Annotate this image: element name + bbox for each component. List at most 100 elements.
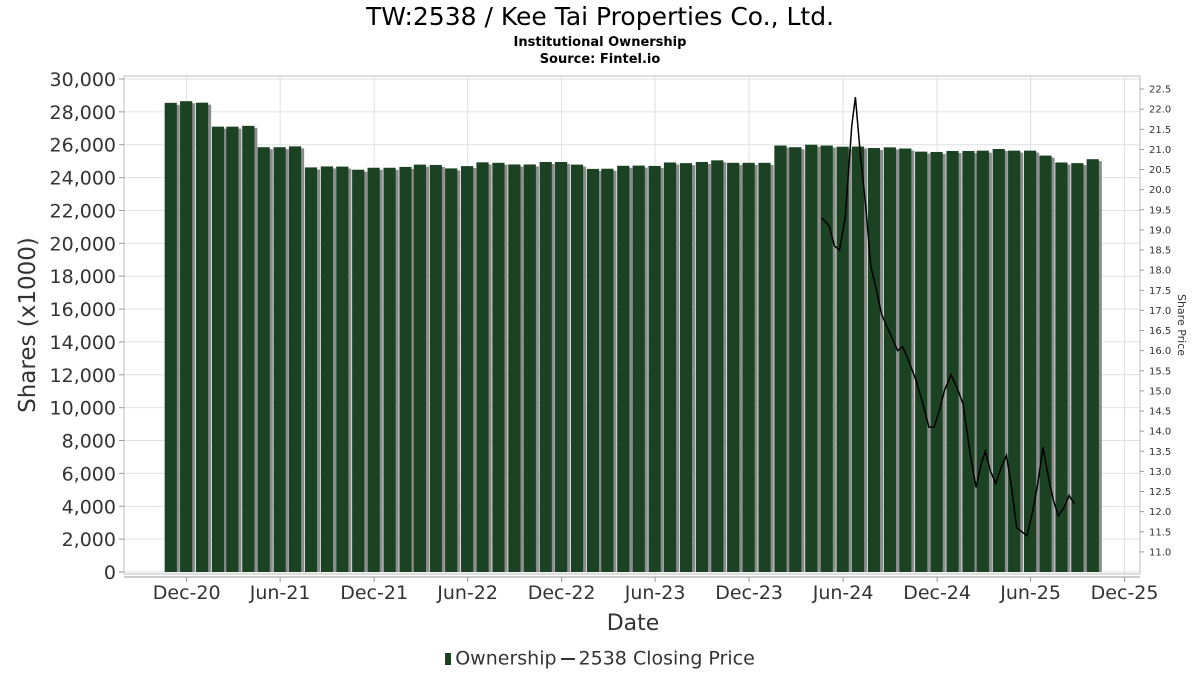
y2-axis-ticks: 11.0 11.5 12.0 12.5 13.0 13.5 14.0 14.5 15.0 15.5… xyxy=(1140,85,1171,558)
ownership-bar xyxy=(1023,150,1037,572)
x-tick-label: Dec-21 xyxy=(340,582,408,604)
ownership-bar xyxy=(992,149,1005,573)
y2-tick-label: 16.5 xyxy=(1149,326,1171,337)
ownership-bar xyxy=(257,147,270,572)
ownership-bar xyxy=(164,102,177,572)
x-tick-label: Jun-22 xyxy=(436,582,498,604)
ownership-bar xyxy=(946,150,959,572)
y2-tick-label: 15.5 xyxy=(1149,366,1171,377)
ownership-bar xyxy=(508,164,521,572)
ownership-bar xyxy=(820,145,833,572)
y-axis-ticks: 0 2,000 4,000 6,000 8,000 10,000 12,000 14,000 1… xyxy=(50,69,124,584)
ownership-bar xyxy=(492,162,505,572)
chart-area: 0 2,000 4,000 6,000 8,000 10,000 12,000 14,000 1… xyxy=(15,69,1188,636)
y-tick-label: 22,000 xyxy=(50,200,116,222)
ownership-bar xyxy=(195,102,209,572)
y2-tick-label: 20.5 xyxy=(1149,165,1171,176)
ownership-bar xyxy=(1071,163,1084,572)
y2-tick-label: 13.5 xyxy=(1149,447,1171,458)
legend-price-label: 2538 Closing Price xyxy=(578,647,755,670)
ownership-bar xyxy=(288,146,302,573)
ownership-bar xyxy=(805,144,818,572)
ownership-bar xyxy=(476,162,489,572)
plot-frame xyxy=(123,75,1141,575)
ownership-bar xyxy=(273,147,286,572)
chart-subtitle: Institutional Ownership xyxy=(513,35,687,50)
price-line xyxy=(820,97,1075,538)
ownership-bar xyxy=(1055,162,1068,573)
y-tick-label: 26,000 xyxy=(50,135,116,157)
y-tick-label: 30,000 xyxy=(50,69,116,91)
y2-tick-label: 11.0 xyxy=(1149,547,1171,558)
y2-tick-label: 13.0 xyxy=(1149,467,1171,478)
ownership-bar xyxy=(789,147,802,572)
chart-title: TW:2538 / Kee Tai Properties Co., Ltd. xyxy=(365,2,835,31)
ownership-bar xyxy=(523,164,536,572)
y2-tick-label: 17.5 xyxy=(1149,286,1171,297)
ownership-bar xyxy=(336,166,349,572)
y2-tick-label: 11.5 xyxy=(1149,527,1171,538)
chart-source: Source: Fintel.io xyxy=(539,52,661,67)
y2-tick-label: 19.0 xyxy=(1149,225,1171,236)
x-tick-label: Jun-21 xyxy=(249,582,311,604)
y2-tick-label: 20.0 xyxy=(1149,185,1171,196)
x-tick-label: Dec-25 xyxy=(1091,582,1159,604)
ownership-bar xyxy=(367,167,380,573)
price-legend-swatch xyxy=(560,657,575,660)
ownership-bar xyxy=(758,162,771,572)
legend: Ownership 2538 Closing Price xyxy=(0,647,1200,670)
ownership-bar xyxy=(648,165,661,573)
y-tick-label: 12,000 xyxy=(50,365,116,387)
ownership-bar xyxy=(180,101,193,572)
ownership-bar xyxy=(539,161,552,572)
x-tick-label: Dec-20 xyxy=(153,582,221,604)
ownership-bar xyxy=(930,151,943,573)
y2-tick-label: 18.0 xyxy=(1149,266,1171,277)
ownership-bar xyxy=(851,146,865,572)
x-tick-label: Jun-23 xyxy=(624,582,686,604)
x-tick-label: Dec-22 xyxy=(528,582,596,604)
y2-tick-label: 17.0 xyxy=(1149,306,1171,317)
ownership-bar xyxy=(445,168,458,572)
y2-tick-label: 16.0 xyxy=(1149,346,1171,357)
ownership-bar xyxy=(383,167,396,573)
ownership-bar xyxy=(429,164,442,572)
ownership-bar xyxy=(836,146,849,573)
ownership-bar xyxy=(632,165,645,572)
y2-tick-label: 14.0 xyxy=(1149,427,1171,438)
y-tick-label: 0 xyxy=(104,562,116,584)
x-tick-label: Dec-23 xyxy=(715,582,783,604)
ownership-bar xyxy=(413,164,426,572)
ownership-bar xyxy=(1008,150,1021,572)
ownership-bar xyxy=(962,150,975,572)
ownership-bar xyxy=(1039,155,1052,572)
x-axis-ticks: Dec-20 Jun-21 Dec-21 Jun-22 Dec-22 Jun-23 Dec-… xyxy=(153,577,1159,604)
ownership-bar xyxy=(399,166,412,572)
ownership-bar xyxy=(226,126,239,572)
ownership-bar xyxy=(742,162,755,572)
ownership-bar xyxy=(915,151,928,573)
ownership-bar xyxy=(304,167,318,573)
ownership-bar xyxy=(695,161,708,572)
y-tick-label: 10,000 xyxy=(50,398,116,420)
ownership-bar xyxy=(352,169,365,572)
ownership-bar xyxy=(320,166,333,572)
ownership-bar xyxy=(711,160,724,572)
ownership-bar xyxy=(883,147,896,572)
y2-tick-label: 19.5 xyxy=(1149,205,1171,216)
y2-tick-label: 15.0 xyxy=(1149,386,1171,397)
y2-axis-label: Share Price xyxy=(1175,294,1188,356)
y-tick-label: 28,000 xyxy=(50,102,116,124)
ownership-bar xyxy=(867,148,881,572)
x-tick-label: Jun-24 xyxy=(812,582,874,604)
ownership-bar xyxy=(461,166,474,572)
y2-tick-label: 22.0 xyxy=(1149,105,1171,116)
y2-tick-label: 22.5 xyxy=(1149,85,1171,96)
y2-tick-label: 21.5 xyxy=(1149,125,1171,136)
y-tick-label: 8,000 xyxy=(62,431,116,453)
y-tick-label: 4,000 xyxy=(62,496,116,518)
y-tick-label: 14,000 xyxy=(50,332,116,354)
ownership-bar xyxy=(663,162,677,573)
x-tick-label: Jun-25 xyxy=(999,582,1061,604)
y2-tick-label: 18.5 xyxy=(1149,246,1171,257)
